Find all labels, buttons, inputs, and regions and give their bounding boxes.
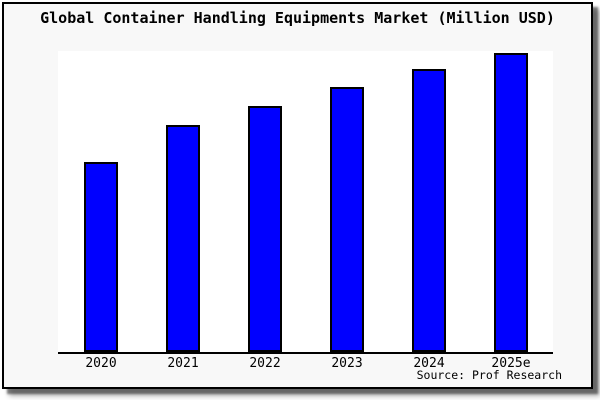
- x-axis-ticks: 2020 2021 2022 2023 2024 2025e: [58, 356, 553, 372]
- x-tick-label-2020: 2020: [85, 356, 117, 371]
- bar-2021: [166, 125, 200, 352]
- bar-2022: [248, 106, 282, 352]
- plot-area: [58, 51, 553, 354]
- bar-2024: [412, 69, 446, 352]
- x-tick-label-2021: 2021: [167, 356, 199, 371]
- x-tick-label-2022: 2022: [249, 356, 281, 371]
- x-tick-label-2025e: 2025e: [491, 356, 531, 371]
- chart-frame: Global Container Handling Equipments Mar…: [2, 2, 593, 389]
- bar-2023: [330, 87, 364, 352]
- bar-2025e: [494, 53, 528, 352]
- chart-title: Global Container Handling Equipments Mar…: [40, 9, 555, 27]
- x-tick-label-2024: 2024: [413, 356, 445, 371]
- bar-2020: [84, 162, 118, 352]
- source-note: Source: Prof Research: [416, 368, 562, 382]
- x-tick-label-2023: 2023: [331, 356, 363, 371]
